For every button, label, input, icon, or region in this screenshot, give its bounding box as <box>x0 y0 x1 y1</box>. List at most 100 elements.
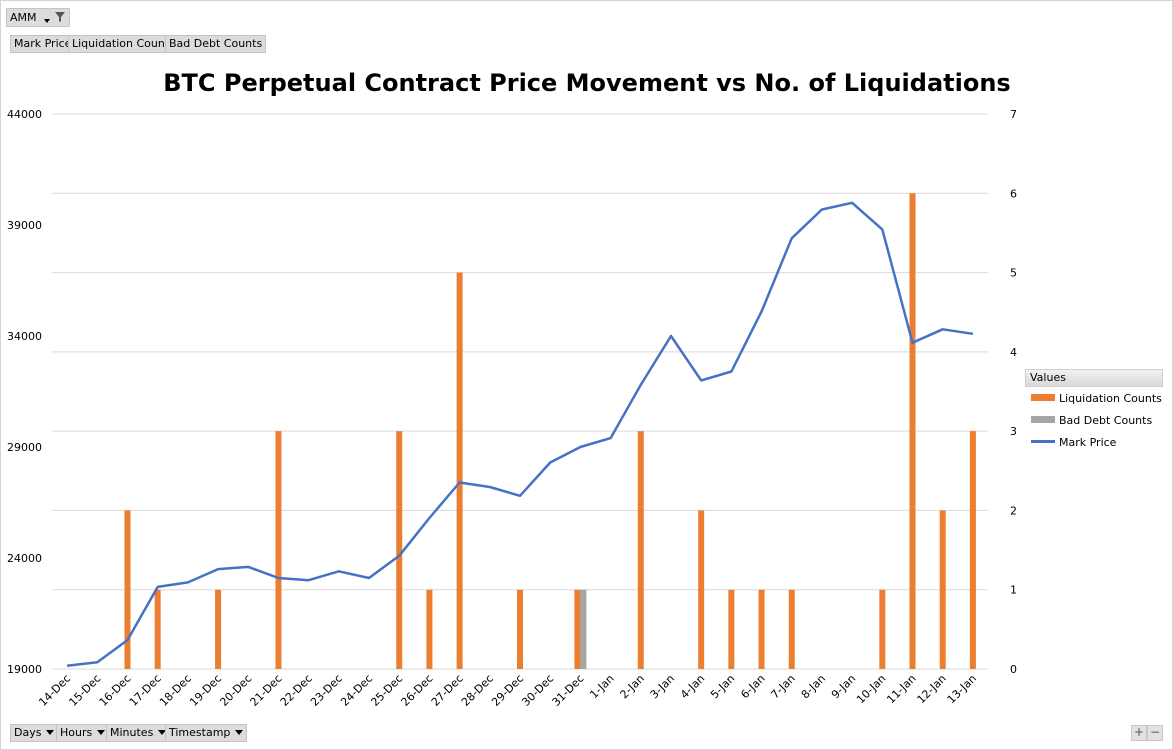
x-tick-label: 2-Jan <box>618 672 647 701</box>
y-left-tick-label: 34000 <box>7 330 42 343</box>
x-tick-label: 31-Dec <box>550 672 587 709</box>
y-right-tick-label: 7 <box>1010 108 1017 121</box>
x-tick-label: 29-Dec <box>489 672 526 709</box>
bar-liquidation-counts <box>758 589 765 669</box>
axis-button-days[interactable]: Days <box>10 724 59 742</box>
x-tick-label: 17-Dec <box>127 672 164 709</box>
collapse-icon[interactable]: − <box>1147 725 1163 741</box>
filter-field-label: AMM <box>10 11 37 24</box>
value-button-liquidation-counts[interactable]: Liquidation Counts <box>68 35 179 53</box>
x-tick-label: 1-Jan <box>587 672 616 701</box>
x-tick-label: 22-Dec <box>278 672 315 709</box>
legend: Values <box>1025 369 1163 387</box>
x-tick-label: 12-Jan <box>915 672 949 706</box>
value-button-label: Bad Debt Counts <box>169 37 263 50</box>
bar-liquidation-counts <box>879 589 886 669</box>
bar-liquidation-counts <box>396 431 403 669</box>
x-tick-label: 28-Dec <box>459 672 496 709</box>
x-tick-label: 18-Dec <box>157 672 194 709</box>
bar-bad-debt-counts <box>580 589 587 669</box>
axis-button-label: Days <box>14 726 42 739</box>
x-tick-label: 30-Dec <box>519 672 556 709</box>
x-tick-label: 26-Dec <box>399 672 436 709</box>
x-tick-label: 27-Dec <box>429 672 466 709</box>
bar-liquidation-counts <box>215 589 222 669</box>
axis-button-label: Minutes <box>110 726 154 739</box>
y-left-tick-label: 19000 <box>7 663 42 676</box>
value-button-bad-debt-counts[interactable]: Bad Debt Counts <box>165 35 267 53</box>
bar-liquidation-counts <box>517 589 523 669</box>
dropdown-arrow-icon <box>44 19 51 23</box>
y-right-tick-label: 6 <box>1010 187 1017 200</box>
y-left-tick-label: 44000 <box>7 108 42 121</box>
x-tick-label: 6-Jan <box>738 672 767 701</box>
axis-button-label: Hours <box>60 726 93 739</box>
x-tick-label: 21-Dec <box>248 672 285 709</box>
y-left-tick-label: 29000 <box>7 441 42 454</box>
line-mark-price <box>66 201 974 667</box>
x-tick-label: 8-Jan <box>799 672 828 701</box>
bar-liquidation-counts <box>939 510 946 669</box>
y-right-tick-label: 1 <box>1010 584 1017 597</box>
x-tick-label: 24-Dec <box>338 672 375 709</box>
legend-label: Mark Price <box>1059 436 1117 449</box>
x-tick-label: 3-Jan <box>648 672 677 701</box>
bar-liquidation-counts <box>275 431 282 669</box>
bar-liquidation-counts <box>637 431 644 669</box>
legend-item-mark-price[interactable]: Mark Price <box>1031 436 1116 450</box>
x-tick-label: 14-Dec <box>36 672 73 709</box>
bar-liquidation-counts <box>456 272 463 669</box>
legend-swatch-bad-debt <box>1031 416 1055 423</box>
legend-header: Values <box>1025 369 1163 387</box>
y-right-tick-label: 4 <box>1010 346 1017 359</box>
value-button-mark-price[interactable]: Mark Price <box>10 35 76 53</box>
bar-liquidation-counts <box>969 431 976 669</box>
dropdown-arrow-icon <box>235 730 244 735</box>
axis-button-hours[interactable]: Hours <box>56 724 110 742</box>
chart-title: BTC Perpetual Contract Price Movement vs… <box>163 69 1010 97</box>
axis-button-timestamp[interactable]: Timestamp <box>165 724 248 742</box>
legend-item-bad-debt-counts[interactable]: Bad Debt Counts <box>1031 414 1152 428</box>
bar-liquidation-counts <box>124 510 131 669</box>
x-tick-label: 23-Dec <box>308 672 345 709</box>
x-tick-label: 7-Jan <box>768 672 797 701</box>
y-right-tick-label: 3 <box>1010 425 1017 438</box>
bar-liquidation-counts <box>788 589 795 669</box>
dropdown-arrow-icon <box>158 730 167 735</box>
x-tick-label: 16-Dec <box>97 672 134 709</box>
y-left-tick-label: 39000 <box>7 219 42 232</box>
legend-item-liquidation-counts[interactable]: Liquidation Counts <box>1031 392 1162 406</box>
y-right-tick-label: 2 <box>1010 504 1017 517</box>
x-tick-label: 15-Dec <box>66 672 103 709</box>
y-right-tick-label: 0 <box>1010 663 1017 676</box>
legend-swatch-liquidation <box>1031 394 1055 401</box>
x-tick-label: 11-Jan <box>884 672 918 706</box>
filter-field-button[interactable]: AMM <box>6 8 70 27</box>
bar-liquidation-counts <box>426 589 433 669</box>
x-tick-label: 19-Dec <box>187 672 224 709</box>
expand-icon[interactable]: + <box>1131 725 1147 741</box>
value-button-label: Mark Price <box>14 37 72 50</box>
dropdown-arrow-icon <box>97 730 106 735</box>
x-tick-label: 13-Jan <box>945 672 979 706</box>
axis-button-label: Timestamp <box>169 726 231 739</box>
y-right-tick-label: 5 <box>1010 267 1017 280</box>
bar-liquidation-counts <box>909 193 916 670</box>
x-tick-label: 5-Jan <box>708 672 737 701</box>
value-button-label: Liquidation Counts <box>72 37 175 50</box>
x-tick-label: 25-Dec <box>368 672 405 709</box>
bar-liquidation-counts <box>728 589 735 669</box>
bar-liquidation-counts <box>154 589 161 669</box>
bar-liquidation-counts <box>574 589 581 669</box>
y-left-tick-label: 24000 <box>7 552 42 565</box>
bar-liquidation-counts <box>698 510 705 669</box>
legend-label: Bad Debt Counts <box>1059 414 1153 427</box>
x-tick-label: 10-Jan <box>854 672 888 706</box>
x-tick-label: 4-Jan <box>678 672 707 701</box>
dropdown-arrow-icon <box>46 730 55 735</box>
x-tick-label: 20-Dec <box>217 672 254 709</box>
legend-swatch-mark-price <box>1031 440 1055 443</box>
legend-label: Liquidation Counts <box>1059 392 1162 405</box>
axis-button-minutes[interactable]: Minutes <box>106 724 171 742</box>
